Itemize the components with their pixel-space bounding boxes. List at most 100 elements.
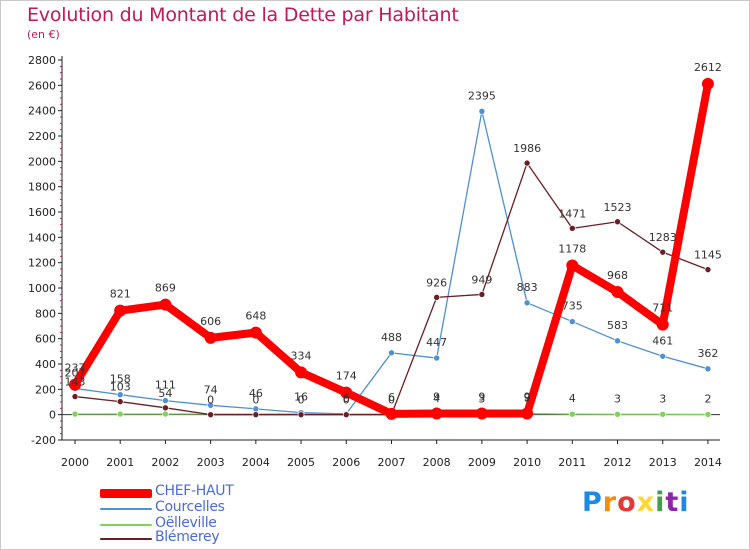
x-tick-label: 2000 [61, 456, 89, 469]
data-point [116, 398, 124, 405]
data-point [656, 318, 669, 331]
data-point [569, 410, 576, 418]
data-point [566, 259, 579, 272]
data-point [433, 354, 440, 362]
data-label: 949 [471, 273, 492, 286]
data-point [614, 218, 621, 226]
data-label: 9 [433, 391, 440, 404]
data-label: 16 [294, 391, 308, 404]
data-label: 968 [607, 269, 628, 282]
logo-letter: P [582, 487, 603, 518]
x-tick-label: 2008 [423, 456, 451, 469]
data-label: 821 [110, 288, 131, 301]
data-label: 1986 [513, 142, 541, 155]
x-tick-label: 2009 [468, 456, 496, 469]
data-point [478, 108, 486, 115]
x-tick-label: 2014 [694, 456, 722, 469]
x-tick-label: 2004 [242, 456, 270, 469]
y-tick-label: 2000 [28, 155, 56, 168]
data-label: 3 [478, 392, 485, 405]
y-tick-label: 600 [35, 333, 56, 346]
y-tick-label: 800 [35, 307, 56, 320]
proxiti-logo: Proxiti [582, 487, 690, 518]
legend-label-oelleville: Oëlleville [155, 515, 217, 531]
y-tick-label: 1400 [28, 231, 56, 244]
data-label: 0 [388, 394, 395, 407]
data-point [295, 366, 308, 379]
data-label: 1523 [604, 201, 632, 214]
data-point [162, 397, 169, 404]
legend-swatch-oelleville [100, 524, 152, 526]
logo-letter: t [665, 487, 680, 518]
x-tick-label: 2012 [604, 456, 632, 469]
y-tick-label: 1000 [28, 282, 56, 295]
x-tick-label: 2006 [332, 456, 360, 469]
x-tick-label: 2013 [649, 456, 677, 469]
data-label: 6 [388, 391, 395, 404]
data-point [252, 405, 260, 413]
data-point [521, 407, 534, 420]
data-point [342, 411, 350, 418]
legend-swatch-blemerey [100, 538, 152, 540]
data-label: 3 [659, 392, 666, 405]
data-point [159, 298, 172, 311]
logo-letter: o [617, 487, 637, 518]
series-line-chef-haut [71, 79, 712, 418]
data-label: 174 [336, 370, 357, 383]
data-point [388, 349, 395, 357]
logo-letter: r [602, 487, 618, 518]
data-label: 461 [652, 334, 673, 347]
y-tick-label: 0 [49, 409, 56, 422]
legend-swatch-chef-haut [100, 489, 152, 498]
data-label: 143 [65, 376, 86, 389]
data-label: 0 [298, 394, 305, 407]
data-point [659, 410, 667, 418]
data-label: 0 [252, 394, 259, 407]
data-point [569, 318, 576, 325]
data-label: 207 [65, 366, 86, 379]
data-point [704, 266, 712, 273]
data-point [252, 411, 260, 418]
data-point [71, 393, 79, 400]
x-tick-label: 2001 [106, 456, 134, 469]
data-label: 3 [614, 392, 621, 405]
axes: -200020040060080010001200140016001800200… [28, 54, 722, 469]
data-label: 103 [110, 381, 131, 394]
data-label: 4 [433, 392, 440, 405]
data-label: 1178 [558, 242, 586, 255]
data-label: 46 [249, 387, 263, 400]
data-label: 9 [524, 392, 531, 405]
logo-letter: i [679, 487, 690, 518]
data-label: 1145 [694, 249, 722, 262]
y-tick-label: 2200 [28, 130, 56, 143]
data-label: 711 [652, 302, 673, 315]
logo-letter: i [655, 487, 666, 518]
data-point [116, 391, 124, 398]
data-label: 606 [200, 315, 221, 328]
data-point [659, 352, 667, 360]
data-point [207, 401, 214, 409]
data-label: 54 [158, 387, 172, 400]
y-tick-label: 400 [35, 358, 56, 371]
data-label: 6 [343, 392, 350, 405]
legend-swatch-courcelles [100, 508, 152, 510]
y-tick-label: -200 [31, 434, 56, 447]
data-point [114, 304, 127, 317]
data-label: 1471 [558, 207, 586, 220]
chart-subtitle: (en €) [27, 28, 60, 41]
data-point [701, 77, 714, 90]
data-point [385, 407, 398, 420]
x-tick-label: 2010 [513, 456, 541, 469]
data-point [249, 326, 262, 339]
legend-label-courcelles: Courcelles [155, 499, 225, 515]
data-label: 926 [426, 276, 447, 289]
data-point [162, 404, 169, 412]
data-point [162, 410, 169, 418]
data-label: 0 [343, 394, 350, 407]
x-tick-label: 2005 [287, 456, 315, 469]
data-point [611, 286, 624, 299]
data-label: 9 [524, 391, 531, 404]
series-lines [69, 77, 714, 420]
